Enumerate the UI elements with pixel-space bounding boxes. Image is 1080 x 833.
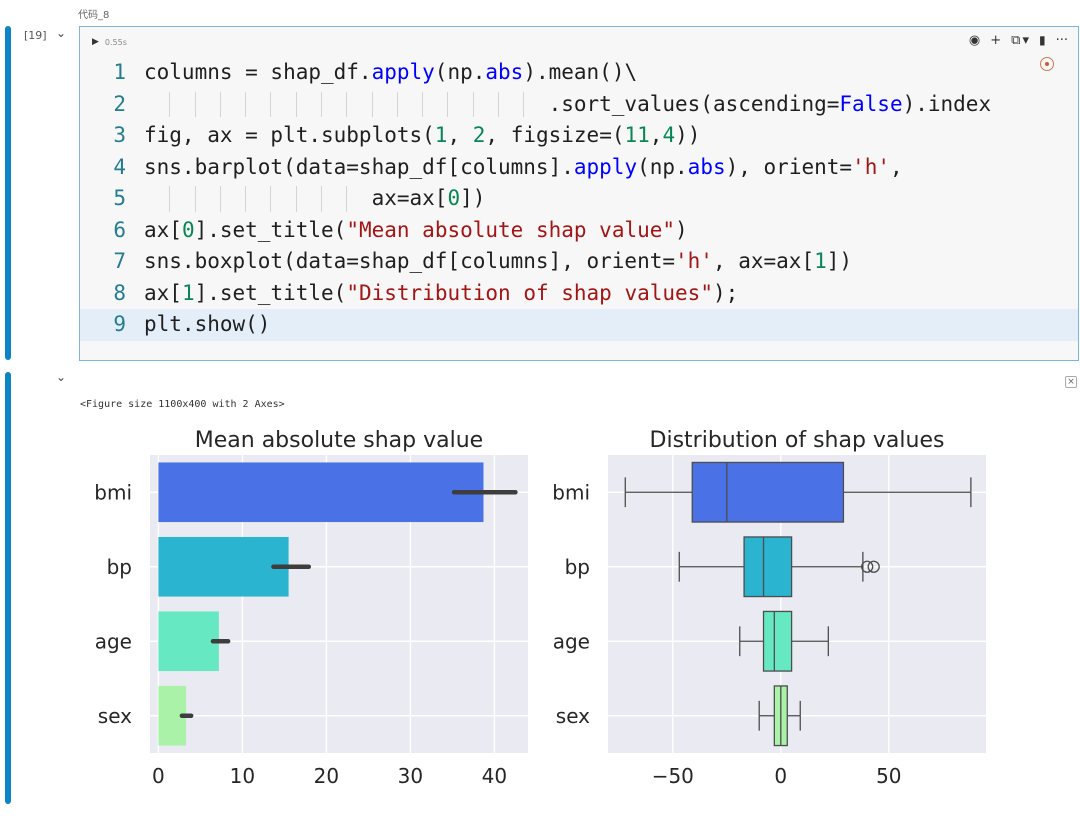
x-tick-label: 10 xyxy=(230,764,255,788)
cell-toolbar: ◉ + ⧉ ▾ ▮ ··· xyxy=(969,33,1068,48)
indent-guide xyxy=(270,186,272,212)
x-tick-label: 0 xyxy=(152,764,165,788)
cell-selection-bar[interactable] xyxy=(5,26,11,360)
chart-title: Mean absolute shap value xyxy=(195,428,483,453)
code-line[interactable]: 1 columns = shap_df.apply(np.abs).mean()\ xyxy=(80,57,1078,89)
indent-guide xyxy=(371,91,373,117)
x-tick-label: −50 xyxy=(652,764,694,788)
cell-name-label: 代码_8 xyxy=(78,10,110,21)
code-text: ax[1].set_title("Distribution of shap va… xyxy=(144,280,739,305)
indent-guide xyxy=(245,91,247,117)
outlier-point xyxy=(867,560,880,573)
indent-guide xyxy=(396,91,398,117)
line-number: 4 xyxy=(113,154,126,179)
code-text: sns.boxplot(data=shap_df[columns], orien… xyxy=(144,249,853,273)
y-tick-label: age xyxy=(553,629,590,653)
cell-status-icon[interactable] xyxy=(1040,57,1054,71)
plus-icon[interactable]: + xyxy=(990,33,1002,48)
bar xyxy=(158,536,289,597)
indent-guide xyxy=(270,91,272,117)
code-cell[interactable]: ▶ 0.55s ◉ + ⧉ ▾ ▮ ··· 1 columns = shap_df… xyxy=(79,26,1079,361)
code-text: columns = shap_df.apply(np.abs).mean()\ xyxy=(144,60,638,84)
code-line[interactable]: 4 sns.barplot(data=shap_df[columns].apply… xyxy=(80,152,1078,184)
code-text: fig, ax = plt.subplots(1, 2, figsize=(11… xyxy=(144,123,701,147)
indent-guide xyxy=(295,186,297,212)
line-number: 1 xyxy=(113,60,126,84)
code-line[interactable]: 5 ax=ax[0]) xyxy=(80,183,1078,215)
chevron-down-icon[interactable]: ▾ xyxy=(1022,33,1029,48)
collapse-code-chevron-icon[interactable]: ⌄ xyxy=(56,26,67,40)
line-number: 3 xyxy=(113,123,126,147)
code-editor[interactable]: 1 columns = shap_df.apply(np.abs).mean()\… xyxy=(80,57,1078,341)
indent-guide xyxy=(320,186,322,212)
code-text: ax=ax[0]) xyxy=(144,186,486,210)
chart-title: Distribution of shap values xyxy=(650,428,945,453)
indent-guide xyxy=(169,186,171,212)
more-icon[interactable]: ··· xyxy=(1055,33,1068,48)
output-selection-bar[interactable] xyxy=(5,372,11,804)
clear-output-icon[interactable]: × xyxy=(1065,376,1077,388)
indent-guide xyxy=(194,91,196,117)
indent-guide xyxy=(219,91,221,117)
output-figure: 0 10 20 30 40 bmi bp age sex Mean absolute shap v… xyxy=(94,428,986,788)
run-icon[interactable]: ▶ xyxy=(92,37,99,47)
indent-guide xyxy=(245,186,247,212)
indent-guide xyxy=(523,91,525,117)
code-line[interactable]: 8 ax[1].set_title("Distribution of shap v… xyxy=(80,278,1078,310)
outlier-point xyxy=(861,560,874,573)
x-tick-label: 20 xyxy=(314,764,339,788)
code-text: ax[0].set_title("Mean absolute shap valu… xyxy=(144,217,688,242)
indent-guide xyxy=(346,186,348,212)
line-number: 2 xyxy=(113,91,126,116)
y-tick-label: bp xyxy=(107,555,132,579)
x-tick-label: 50 xyxy=(876,764,901,788)
indent-guide xyxy=(219,186,221,212)
line-number: 9 xyxy=(113,312,126,336)
indent-guide xyxy=(472,91,474,117)
code-line[interactable]: 3 fig, ax = plt.subplots(1, 2, figsize=(1… xyxy=(80,120,1078,152)
indent-guide xyxy=(346,91,348,117)
code-line[interactable]: 2 .sort_values(ascending=False).index xyxy=(80,89,1078,121)
indent-guide xyxy=(320,91,322,117)
eye-icon[interactable]: ◉ xyxy=(968,33,981,48)
y-tick-label: sex xyxy=(556,704,590,728)
trash-icon[interactable]: ▮ xyxy=(1038,33,1046,47)
box xyxy=(762,610,793,672)
y-tick-label: age xyxy=(95,629,132,653)
code-text: sns.barplot(data=shap_df[columns].apply(… xyxy=(144,154,903,179)
code-text: .sort_values(ascending=False).index xyxy=(144,91,992,116)
indent-guide xyxy=(447,91,449,117)
line-number: 8 xyxy=(113,280,126,305)
indent-guide xyxy=(422,91,424,117)
run-time: 0.55s xyxy=(104,37,127,47)
code-line[interactable]: 7 sns.boxplot(data=shap_df[columns], orie… xyxy=(80,246,1078,278)
figure-size-text: <Figure size 1100x400 with 2 Axes> xyxy=(80,399,285,410)
x-tick-label: 30 xyxy=(398,764,423,788)
bar xyxy=(158,462,484,523)
x-tick-label: 40 xyxy=(482,764,507,788)
bar xyxy=(158,611,219,672)
line-number: 5 xyxy=(113,186,126,210)
y-tick-label: bmi xyxy=(94,480,132,504)
line-number: 7 xyxy=(113,249,126,273)
indent-guide xyxy=(169,91,171,117)
collapse-output-chevron-icon[interactable]: ⌄ xyxy=(56,370,67,384)
x-tick-label: 0 xyxy=(774,764,787,788)
indent-guide xyxy=(295,91,297,117)
line-number: 6 xyxy=(113,217,126,242)
indent-guide xyxy=(497,91,499,117)
y-tick-label: bp xyxy=(565,555,590,579)
code-text: plt.show() xyxy=(144,312,271,336)
indent-guide xyxy=(194,186,196,212)
copy-icon[interactable]: ⧉ xyxy=(1011,33,1021,48)
y-tick-label: bmi xyxy=(552,480,590,504)
y-tick-label: sex xyxy=(98,704,132,728)
run-status: ▶ 0.55s xyxy=(92,37,127,47)
box xyxy=(743,536,793,598)
box xyxy=(691,461,845,523)
code-line[interactable]: 9 plt.show() xyxy=(80,309,1078,341)
code-line[interactable]: 6 ax[0].set_title("Mean absolute shap val… xyxy=(80,215,1078,247)
execution-count: [19] xyxy=(24,29,47,42)
